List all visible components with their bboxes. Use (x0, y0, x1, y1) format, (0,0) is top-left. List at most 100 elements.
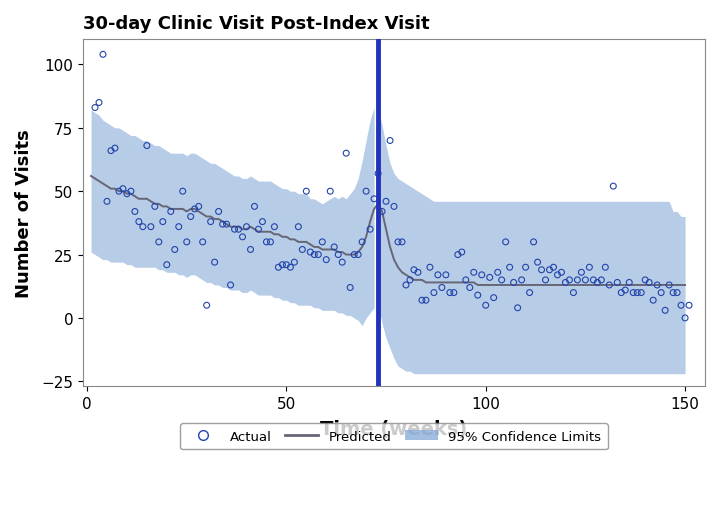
Point (237, 233, 248, 241)
Point (165, 208, 176, 216)
Point (181, 238, 192, 246)
Point (440, 271, 451, 279)
Point (292, 223, 304, 231)
Point (177, 188, 189, 196)
Point (173, 223, 184, 231)
Point (544, 266, 555, 274)
Point (157, 218, 168, 226)
Point (141, 142, 153, 150)
Point (265, 238, 276, 246)
Point (444, 289, 456, 297)
Point (460, 276, 472, 285)
Y-axis label: Number of Visits: Number of Visits (15, 129, 33, 298)
Point (269, 223, 280, 231)
Point (281, 261, 292, 269)
Point (619, 287, 631, 295)
Point (652, 281, 663, 290)
Point (536, 266, 547, 274)
Point (671, 289, 683, 297)
Point (153, 238, 165, 246)
Point (257, 218, 269, 226)
Point (480, 301, 492, 309)
Point (608, 183, 619, 191)
Point (209, 259, 220, 267)
Point (149, 203, 161, 211)
Point (428, 289, 440, 297)
Point (137, 223, 148, 231)
Point (328, 243, 340, 251)
Point (548, 264, 559, 272)
Point (361, 188, 372, 196)
Point (245, 246, 256, 254)
Point (161, 261, 173, 269)
Point (611, 279, 623, 287)
Point (592, 279, 603, 287)
Point (297, 246, 308, 254)
Point (400, 281, 412, 290)
Point (392, 238, 404, 246)
Point (333, 251, 344, 259)
Point (408, 266, 420, 274)
Point (97, 51, 109, 59)
Point (660, 306, 671, 315)
Point (129, 208, 140, 216)
Point (576, 269, 588, 277)
Text: 30-day Clinic Visit Post-Index Visit: 30-day Clinic Visit Post-Index Visit (83, 15, 430, 33)
Point (109, 145, 121, 153)
Point (193, 203, 204, 211)
Point (404, 276, 415, 285)
Point (185, 213, 197, 221)
Point (588, 276, 599, 285)
Point (89, 104, 101, 112)
Point (468, 269, 480, 277)
Point (683, 301, 695, 309)
Point (309, 251, 320, 259)
Point (616, 289, 627, 297)
Point (559, 279, 571, 287)
Point (436, 284, 448, 292)
Point (556, 269, 567, 277)
Point (145, 223, 156, 231)
Point (248, 203, 260, 211)
Point (663, 281, 675, 290)
Point (488, 294, 500, 302)
Point (639, 276, 651, 285)
Point (456, 248, 467, 257)
Point (344, 284, 356, 292)
Point (289, 259, 300, 267)
Point (352, 251, 364, 259)
Point (679, 314, 690, 322)
Point (675, 301, 687, 309)
Point (500, 238, 511, 246)
Point (584, 264, 595, 272)
Point (388, 203, 400, 211)
Point (504, 264, 516, 272)
Point (476, 271, 487, 279)
Point (217, 220, 228, 229)
Point (169, 246, 181, 254)
Point (284, 264, 296, 272)
Point (253, 225, 264, 234)
Point (325, 188, 336, 196)
Point (233, 225, 244, 234)
Point (372, 170, 384, 178)
Legend: Actual, Predicted, 95% Confidence Limits: Actual, Predicted, 95% Confidence Limits (180, 423, 608, 449)
Point (205, 218, 217, 226)
Point (416, 297, 428, 305)
Point (627, 289, 639, 297)
Point (516, 276, 527, 285)
Point (213, 208, 225, 216)
Point (631, 289, 643, 297)
Point (356, 238, 368, 246)
Point (564, 276, 575, 285)
Point (572, 276, 583, 285)
Point (567, 289, 579, 297)
Point (508, 279, 519, 287)
Point (603, 281, 615, 290)
Point (595, 276, 607, 285)
Point (448, 289, 459, 297)
Point (189, 206, 200, 214)
Point (667, 289, 679, 297)
Point (532, 259, 544, 267)
Point (424, 264, 436, 272)
